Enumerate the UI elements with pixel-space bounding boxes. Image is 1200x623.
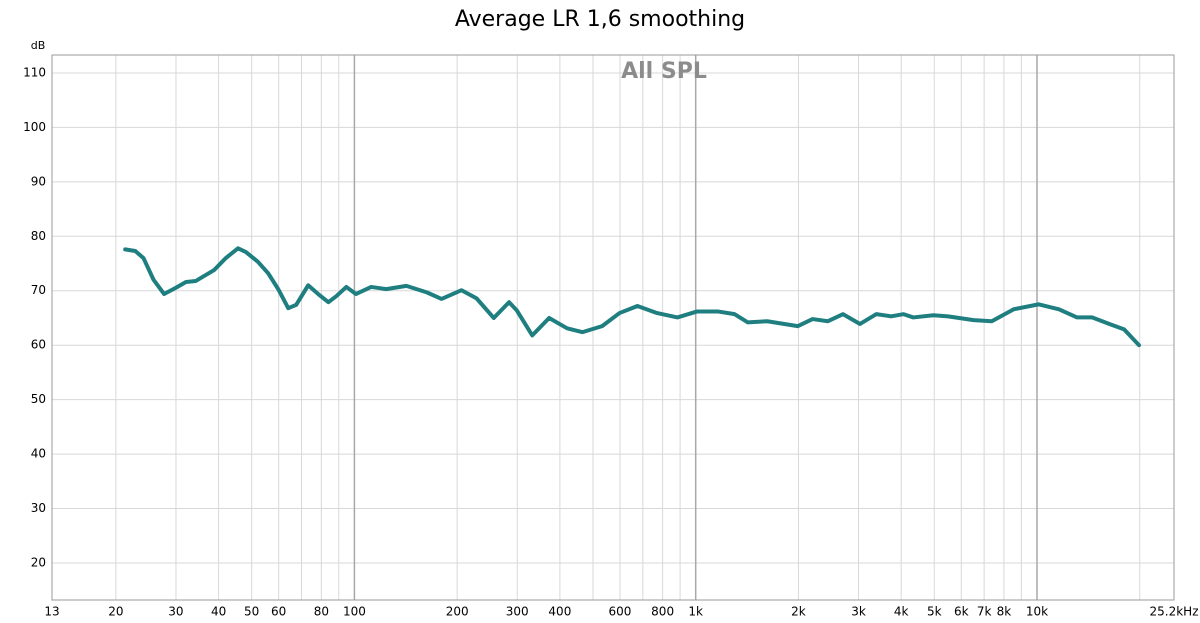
y-tick-label: 100: [23, 120, 46, 134]
x-tick-label: 7k: [977, 605, 992, 619]
x-tick-label: 13: [44, 605, 59, 619]
y-tick-label: 90: [31, 174, 46, 188]
x-tick-label: 10k: [1026, 605, 1048, 619]
x-tick-label: 30: [168, 605, 183, 619]
plot-border: [51, 54, 1175, 601]
x-tick-label: 5k: [927, 605, 942, 619]
y-tick-label: 20: [31, 555, 46, 569]
x-tick-label: 1k: [688, 605, 703, 619]
y-tick-label: 40: [31, 447, 46, 461]
x-tick-label: 40: [211, 605, 226, 619]
x-tick-label: 600: [609, 605, 632, 619]
annotation: All SPL: [621, 59, 707, 84]
x-tick-label: 2k: [791, 605, 806, 619]
x-tick-label: 400: [548, 605, 571, 619]
y-tick-label: 50: [31, 392, 46, 406]
data-line: [123, 246, 1141, 348]
x-tick-label: 800: [651, 605, 674, 619]
x-tick-label: 300: [506, 605, 529, 619]
y-tick-label: 60: [31, 338, 46, 352]
y-tick-label: 70: [31, 283, 46, 297]
x-tick-label: 200: [446, 605, 469, 619]
x-tick-label: 60: [271, 605, 286, 619]
x-tick-label: 100: [343, 605, 366, 619]
y-tick-label: 110: [23, 65, 46, 79]
x-tick-label: 4k: [894, 605, 909, 619]
x-tick-label: 8k: [997, 605, 1012, 619]
x-tick-label: 3k: [851, 605, 866, 619]
x-tick-label: 6k: [954, 605, 969, 619]
x-tick-label: 80: [314, 605, 329, 619]
chart-title: Average LR 1,6 smoothing: [455, 7, 745, 32]
y-axis-unit: dB: [31, 39, 46, 52]
y-tick-label: 80: [31, 229, 46, 243]
x-tick-label: 50: [244, 605, 259, 619]
x-tick-label: 25.2kHz: [1150, 605, 1199, 619]
x-tick-label: 20: [108, 605, 123, 619]
y-tick-label: 30: [31, 501, 46, 515]
